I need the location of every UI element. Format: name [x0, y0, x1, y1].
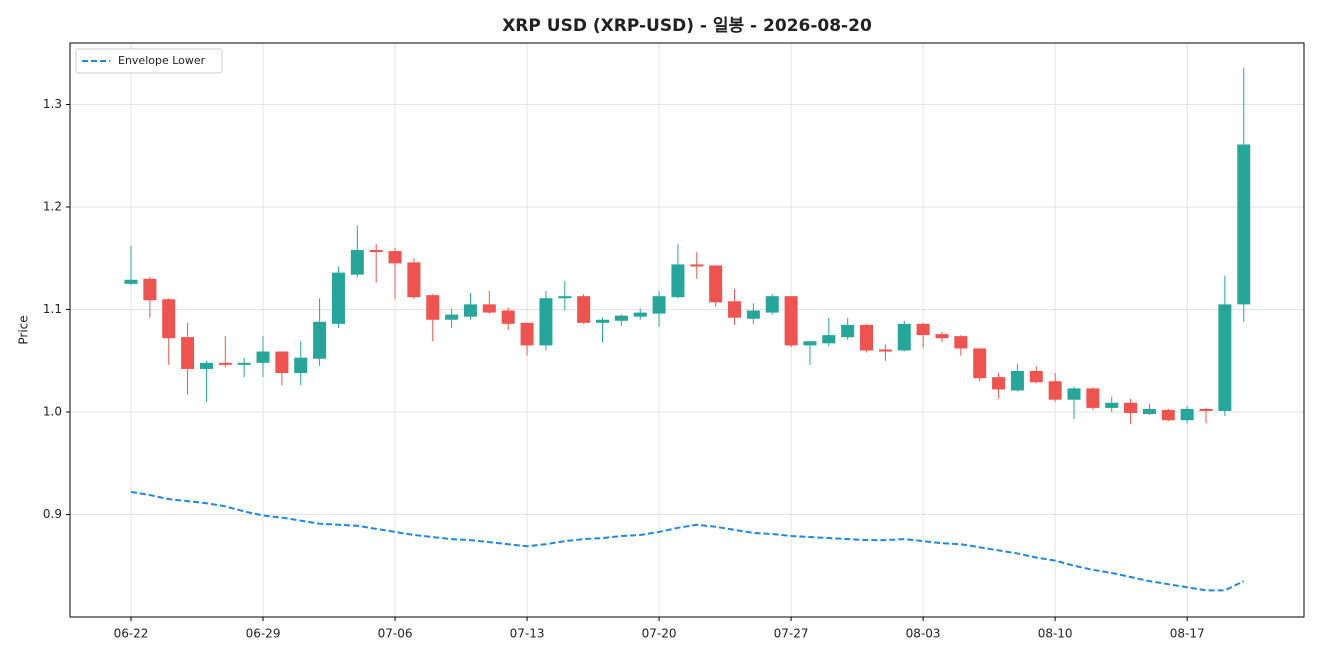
candle-body: [1180, 408, 1194, 421]
x-tick-label: 08-10: [1038, 627, 1073, 641]
plot-frame: [69, 42, 1305, 618]
candle-body: [294, 357, 308, 374]
candle-body: [1010, 371, 1024, 391]
candle-body: [1161, 409, 1175, 421]
legend-label: Envelope Lower: [118, 54, 206, 67]
candle-body: [256, 351, 270, 363]
candle-body: [1067, 388, 1081, 400]
candle-body: [916, 323, 930, 336]
candle-body: [841, 324, 855, 338]
candle-body: [501, 310, 515, 324]
candle-body: [897, 323, 911, 351]
candle-body: [765, 296, 779, 313]
candle-body: [388, 251, 402, 264]
candle-body: [860, 324, 874, 351]
candle-body: [652, 296, 666, 314]
candle-body: [1086, 388, 1100, 408]
candle-body: [614, 315, 628, 321]
candle-body: [1199, 408, 1213, 411]
candle-body: [577, 296, 591, 323]
x-tick-label: 08-03: [906, 627, 941, 641]
y-tick-label: 0.9: [43, 507, 62, 521]
candle-body: [822, 335, 836, 344]
y-tick-label: 1.1: [43, 302, 62, 316]
candle-body: [124, 279, 138, 284]
x-tick-label: 06-29: [246, 627, 281, 641]
candle-body: [143, 278, 157, 301]
chart-title: XRP USD (XRP-USD) - 일봉 - 2026-08-20: [502, 16, 872, 36]
candle-body: [746, 310, 760, 319]
x-tick-label: 07-06: [378, 627, 413, 641]
x-tick-label: 07-20: [642, 627, 677, 641]
candle-body: [1218, 304, 1232, 411]
candle-body: [426, 295, 440, 320]
candle-body: [162, 299, 176, 339]
candle-body: [331, 272, 345, 324]
x-tick-label: 06-22: [114, 627, 149, 641]
candle-body: [369, 250, 383, 253]
candle-body: [520, 322, 534, 346]
candle-body: [463, 304, 477, 317]
candle-body: [558, 296, 572, 299]
candle-body: [218, 362, 232, 365]
candle-body: [973, 348, 987, 379]
candle-body: [671, 264, 685, 298]
candle-body: [709, 265, 723, 303]
x-tick-label: 07-27: [774, 627, 809, 641]
legend-box: [75, 48, 223, 74]
candle-body: [1105, 402, 1119, 408]
candle-body: [633, 312, 647, 317]
candle-body: [1029, 371, 1043, 383]
candle-body: [954, 336, 968, 349]
line-series: [130, 490, 1245, 592]
candle-body: [728, 301, 742, 318]
candle-body: [275, 351, 289, 374]
x-tick-label: 08-17: [1170, 627, 1205, 641]
candle-body: [992, 377, 1006, 390]
candle-body: [350, 250, 364, 275]
x-tick-label: 07-13: [510, 627, 545, 641]
candle-body: [181, 337, 195, 369]
candle-body: [935, 334, 949, 339]
candle-body: [1124, 402, 1138, 414]
candle-body: [407, 262, 421, 298]
y-tick-label: 1.0: [43, 405, 62, 419]
candle-body: [596, 319, 609, 323]
candle-body: [878, 349, 892, 352]
candle-body: [1048, 381, 1062, 400]
y-axis-label: Price: [17, 315, 31, 344]
candle-body: [1237, 144, 1251, 305]
candle-body: [1142, 408, 1156, 415]
candle-body: [784, 296, 798, 346]
candle-body: [539, 298, 553, 346]
y-tick-label: 1.3: [43, 97, 62, 111]
candle-body: [199, 362, 213, 369]
candle-body: [237, 362, 251, 365]
candle-body: [313, 321, 327, 359]
candle-body: [690, 264, 704, 267]
candle-body: [482, 304, 496, 313]
candle-body: [445, 314, 459, 320]
candle-body: [803, 341, 817, 346]
y-tick-label: 1.2: [43, 200, 62, 214]
